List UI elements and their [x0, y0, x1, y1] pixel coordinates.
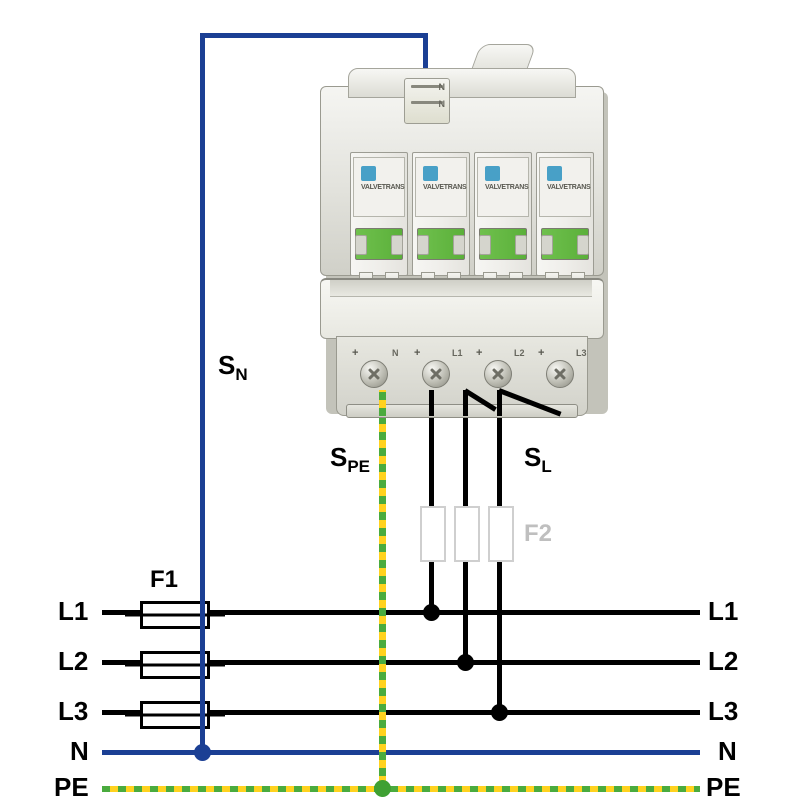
bus-PE — [102, 786, 700, 792]
n-terminal-label-2: N — [439, 99, 446, 109]
label-N-right: N — [718, 736, 737, 767]
label-F1: F1 — [150, 566, 178, 594]
stub-pe — [379, 390, 386, 416]
label-L1-right: L1 — [708, 596, 738, 627]
bus-N — [102, 750, 700, 755]
wiring-diagram: N N VALVETRANS VALVETRANS VALVETRANS VAL… — [0, 0, 800, 800]
label-L3-left: L3 — [58, 696, 88, 727]
label-L1-left: L1 — [58, 596, 88, 627]
label-N-left: N — [70, 736, 89, 767]
pe-dot — [374, 780, 391, 797]
plus-4: + — [538, 347, 548, 357]
n-wire-vert — [200, 33, 205, 753]
fuse-F2-L2 — [454, 506, 480, 562]
plus-3: + — [476, 347, 486, 357]
tap-L1-dot — [423, 604, 440, 621]
pe-wire — [379, 414, 386, 792]
fuse-F2-L1 — [420, 506, 446, 562]
label-PE-right: PE — [706, 772, 741, 803]
n-dot — [194, 744, 211, 761]
device-rail-lip — [330, 280, 592, 297]
term-N: N — [392, 348, 399, 358]
fuse-F2-L3 — [488, 506, 514, 562]
module-2: VALVETRANS — [412, 152, 470, 276]
module-3-label: VALVETRANS — [485, 184, 528, 191]
module-3: VALVETRANS — [474, 152, 532, 276]
screw-L1 — [422, 360, 450, 388]
n-terminal-block: N N — [404, 78, 450, 124]
device-top-rail — [348, 68, 576, 98]
term-L3: L3 — [576, 348, 587, 358]
label-L2-right: L2 — [708, 646, 738, 677]
label-PE-left: PE — [54, 772, 89, 803]
term-L2: L2 — [514, 348, 525, 358]
n-wire-horiz — [200, 33, 428, 38]
module-4: VALVETRANS — [536, 152, 594, 276]
screw-L2 — [484, 360, 512, 388]
label-SN: SN — [218, 350, 248, 385]
n-terminal-label-1: N — [439, 82, 446, 92]
module-2-label: VALVETRANS — [423, 184, 466, 191]
plus-2: + — [414, 347, 424, 357]
module-1: VALVETRANS — [350, 152, 408, 276]
stub-L1 — [429, 390, 434, 416]
tap-L2-dot — [457, 654, 474, 671]
label-L2-left: L2 — [58, 646, 88, 677]
screw-N — [360, 360, 388, 388]
label-L3-right: L3 — [708, 696, 738, 727]
term-L1: L1 — [452, 348, 463, 358]
screw-L3 — [546, 360, 574, 388]
module-1-label: VALVETRANS — [361, 184, 404, 191]
tap-L3-dot — [491, 704, 508, 721]
tap-L3-wire — [497, 414, 502, 712]
label-F2: F2 — [524, 520, 552, 548]
module-4-label: VALVETRANS — [547, 184, 590, 191]
label-SL: SL — [524, 442, 552, 477]
label-SPE: SPE — [330, 442, 370, 477]
plus-1: + — [352, 347, 362, 357]
